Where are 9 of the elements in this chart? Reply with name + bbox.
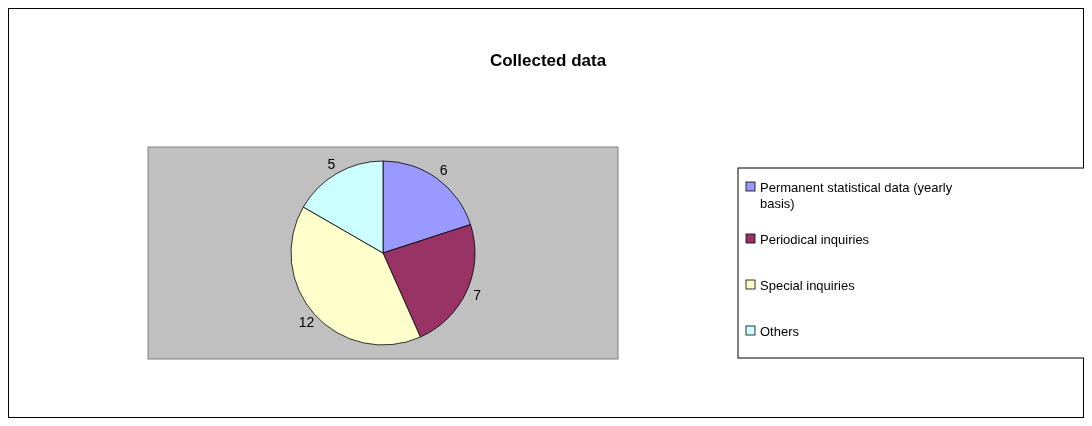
legend-label: Periodical inquiries [760, 232, 870, 247]
data-label: 7 [473, 286, 482, 303]
data-label: 12 [298, 313, 315, 330]
data-label: 5 [327, 155, 336, 172]
chart-title: Collected data [489, 51, 607, 70]
data-label: 6 [439, 161, 448, 178]
legend-label: Permanent statistical data (yearly basis) [760, 180, 953, 211]
legend-label: Others [760, 324, 800, 339]
legend-label: Special inquiries [760, 278, 856, 293]
